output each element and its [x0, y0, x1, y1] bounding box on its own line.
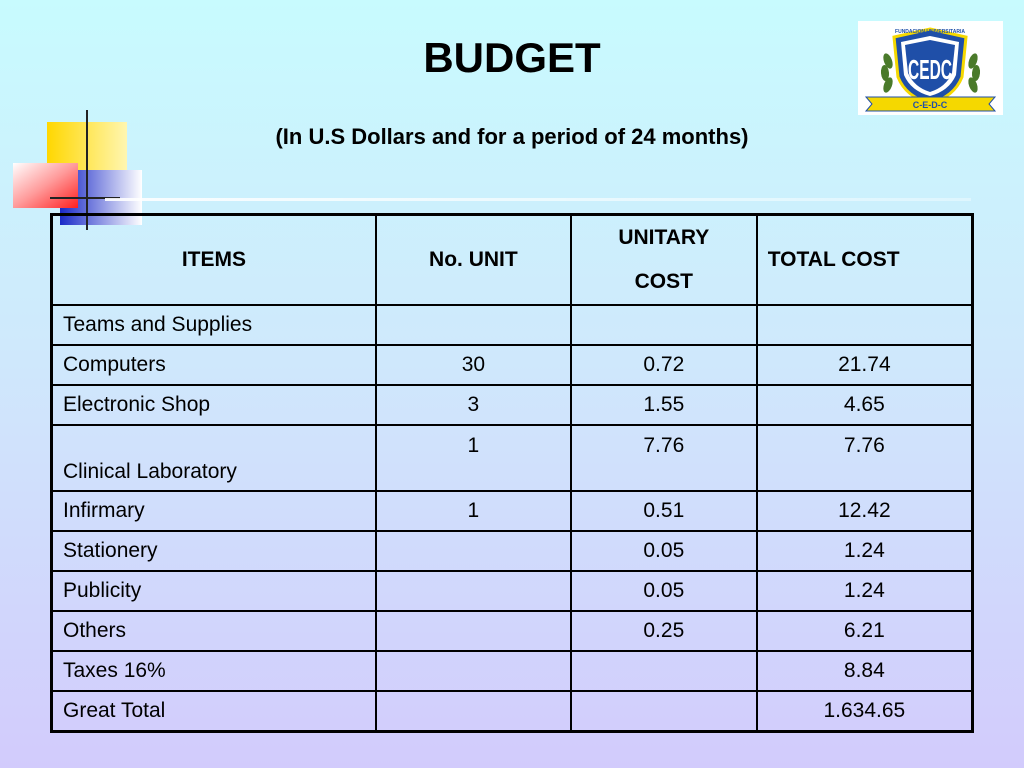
- header-unitary-cost-line2: COST: [634, 270, 693, 293]
- header-total-cost: TOTAL COST: [755, 213, 974, 306]
- header-no-unit: No. UNIT: [374, 213, 572, 306]
- cell-item: Clinical Laboratory: [50, 424, 377, 492]
- title-divider: [105, 198, 971, 201]
- cell-item: Others: [50, 610, 377, 652]
- cell-unit-cost: [569, 690, 758, 733]
- table-row: Computers 30 0.72 21.74: [50, 344, 974, 386]
- cell-total: 1.634.65: [755, 690, 974, 733]
- table-row: Teams and Supplies: [50, 304, 974, 346]
- cell-total: 1.24: [755, 530, 974, 572]
- cell-total: 4.65: [755, 384, 974, 426]
- cell-unit-cost: 0.05: [569, 570, 758, 612]
- cell-unit-cost: [569, 650, 758, 692]
- cell-unit-cost: [569, 304, 758, 346]
- cell-total: 8.84: [755, 650, 974, 692]
- cell-units: 1: [374, 490, 572, 532]
- table-row: Electronic Shop 3 1.55 4.65: [50, 384, 974, 426]
- cell-item: Publicity: [50, 570, 377, 612]
- cell-total: 7.76: [755, 424, 974, 492]
- table-row: Infirmary 1 0.51 12.42: [50, 490, 974, 532]
- cell-total: 6.21: [755, 610, 974, 652]
- cell-item: Computers: [50, 344, 377, 386]
- table-row: Taxes 16% 8.84: [50, 650, 974, 692]
- cell-unit-cost: 1.55: [569, 384, 758, 426]
- cell-units: 3: [374, 384, 572, 426]
- decorative-squares: [13, 110, 142, 230]
- cedc-logo: FUNDACION UNIVERSITARIA CEDC C-E-D-C: [858, 21, 1003, 115]
- cell-item: Stationery: [50, 530, 377, 572]
- table-header-row: ITEMS No. UNIT UNITARY COST TOTAL COST: [50, 213, 974, 306]
- cell-units: [374, 570, 572, 612]
- cell-item: Infirmary: [50, 490, 377, 532]
- table-row: Stationery 0.05 1.24: [50, 530, 974, 572]
- cell-units: [374, 650, 572, 692]
- cell-unit-cost: 0.05: [569, 530, 758, 572]
- cell-unit-cost: 7.76: [569, 424, 758, 492]
- cell-units: [374, 304, 572, 346]
- cell-item: Taxes 16%: [50, 650, 377, 692]
- table-row: Publicity 0.05 1.24: [50, 570, 974, 612]
- cell-units: 1: [374, 424, 572, 492]
- header-unitary-cost: UNITARY COST: [569, 213, 758, 306]
- logo-top-text: FUNDACION UNIVERSITARIA: [895, 29, 965, 35]
- cell-units: [374, 610, 572, 652]
- cell-item: Teams and Supplies: [50, 304, 377, 346]
- table-row-great-total: Great Total 1.634.65: [50, 690, 974, 733]
- cell-units: [374, 530, 572, 572]
- cell-total: 21.74: [755, 344, 974, 386]
- table-row: Clinical Laboratory 1 7.76 7.76: [50, 424, 974, 492]
- logo-initials: CEDC: [908, 54, 952, 85]
- budget-table: ITEMS No. UNIT UNITARY COST TOTAL COST T…: [50, 213, 974, 733]
- cell-unit-cost: 0.51: [569, 490, 758, 532]
- cell-unit-cost: 0.72: [569, 344, 758, 386]
- cell-units: [374, 690, 572, 733]
- cell-units: 30: [374, 344, 572, 386]
- header-items: ITEMS: [50, 213, 377, 306]
- cell-total: 1.24: [755, 570, 974, 612]
- header-unitary-cost-line1: UNITARY: [618, 226, 710, 249]
- cell-item: Great Total: [50, 690, 377, 733]
- slide-subtitle: (In U.S Dollars and for a period of 24 m…: [275, 124, 749, 149]
- table-row: Others 0.25 6.21: [50, 610, 974, 652]
- cell-total: 12.42: [755, 490, 974, 532]
- slide-title: BUDGET: [423, 34, 601, 81]
- cell-unit-cost: 0.25: [569, 610, 758, 652]
- logo-banner-text: C-E-D-C: [913, 100, 948, 110]
- cell-total: [755, 304, 974, 346]
- cell-item: Electronic Shop: [50, 384, 377, 426]
